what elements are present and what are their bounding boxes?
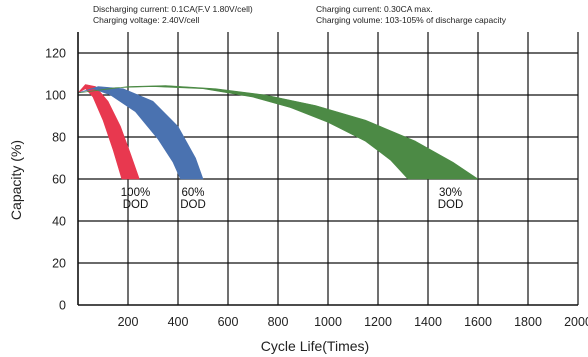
x-tick-label: 1200 [364,315,392,329]
series-area-2 [77,86,204,180]
series-label-line: DOD [123,199,149,211]
charging-volume-text: Charging volume: 103-105% of discharge c… [316,15,507,25]
charging-voltage-text: Charging voltage: 2.40V/cell [93,15,199,25]
x-tick-label: 200 [118,315,139,329]
y-axis-label: Capacity (%) [8,140,24,220]
x-axis-label: Cycle Life(Times) [261,338,369,354]
series-label-line: DOD [180,199,206,211]
y-tick-label: 120 [45,47,66,61]
y-tick-label: 40 [52,215,66,229]
series-area-1 [77,84,140,180]
charging-current-text: Charging current: 0.30CA max. [316,4,433,14]
x-tick-label: 1600 [464,315,492,329]
plot-frame [77,32,578,306]
y-tick-label: 100 [45,89,66,103]
x-tick-label: 1400 [414,315,442,329]
discharging-current-text: Discharging current: 0.1CA(F.V 1.80V/cel… [93,4,253,14]
series-label-line: 30% [439,187,462,199]
grid-lines [78,32,579,305]
series-label-line: 60% [181,187,204,199]
series-label-line: 100% [121,187,150,199]
series-label-2: 60% DOD [180,187,206,211]
y-tick-label: 0 [59,299,66,313]
y-tick-label: 80 [52,131,66,145]
series-label-line: DOD [438,199,464,211]
x-tick-label: 1000 [314,315,342,329]
y-tick-label: 20 [52,257,66,271]
x-tick-label: 400 [168,315,189,329]
y-tick-label: 60 [52,173,66,187]
x-tick-label: 1800 [514,315,542,329]
series-area-3 [77,85,479,180]
series-label-1: 100% DOD [121,187,150,211]
series-label-3: 30% DOD [438,187,464,211]
x-tick-label: 800 [268,315,289,329]
series-areas [77,84,479,180]
x-tick-label: 600 [218,315,239,329]
